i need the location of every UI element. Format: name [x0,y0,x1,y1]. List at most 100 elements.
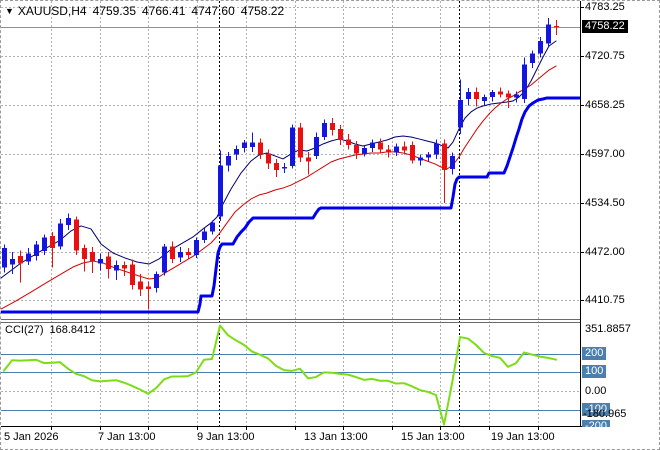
cci-pane[interactable] [1,324,580,426]
ma-fast-line [1,40,557,279]
price-axis-label: 4783.25 [585,1,625,13]
cci-zero-label: 0.00 [585,385,607,397]
high-value: 4766.41 [142,4,186,18]
candle-body-bear [306,157,311,162]
candle-body-bull [178,251,183,258]
candle-body-bull [426,154,431,158]
candle-body-bull [538,41,543,54]
candle-body-bull [66,218,71,226]
candle-body-bear [554,25,559,27]
candle-body-bear [266,153,271,164]
time-axis-label: 7 Jan 13:00 [98,431,156,443]
candle-body-bear [442,143,447,171]
pane-borders [1,1,586,430]
cci-level-badge: -100 [582,403,611,416]
candle-body-bear [106,256,111,270]
price-axis-label: 4720.75 [585,50,625,62]
price-axis-label: 4658.25 [585,99,625,111]
candles [2,18,559,310]
time-axis-label: 19 Jan 13:00 [491,431,555,443]
grid-lines [1,1,580,426]
time-axis-label: 13 Jan 13:00 [304,431,368,443]
candle-body-bull [34,244,39,256]
candle-body-bull [530,53,535,64]
candle-body-bear [410,144,415,161]
candle-body-bull [314,136,319,156]
candle-body-bull [466,92,471,100]
cci-level-badge: 200 [582,347,607,360]
price-axis-label: 4597.00 [585,148,625,160]
candle-body-bear [402,146,407,151]
candle-body-bear [258,142,263,155]
candle-body-bear [170,246,175,259]
time-axis-label: 9 Jan 13:00 [197,431,255,443]
candle-body-bear [122,265,127,269]
candle-body-bull [226,155,231,166]
candle-body-bull [218,165,223,217]
candle-body-bull [202,231,207,241]
symbol-dropdown-icon[interactable]: ▼ [5,6,14,16]
candle-body-bull [450,155,455,170]
time-axis-label: 5 Jan 2026 [4,431,59,443]
candle-body-bear [386,149,391,153]
candle-body-bear [378,142,383,150]
candle-body-bull [546,24,551,44]
candle-body-bull [242,142,247,148]
candle-body-bull [458,100,463,128]
candle-body-bear [82,247,87,259]
candle-body-bull [418,157,423,161]
cci-max-label: 351.8857 [585,323,631,335]
candle-body-bull [282,166,287,169]
candle-body-bear [130,264,135,285]
candle-body-bull [2,247,7,268]
candle-body-bear [138,281,143,290]
candle-body-bear [18,255,23,264]
candle-body-bear [74,219,79,251]
indicator-value-label: 168.8412 [49,324,96,336]
cci-min-label: -180.965 [583,408,627,420]
candle-body-bull [490,92,495,97]
candle-body-bear [186,251,191,255]
candle-body-bull [10,258,15,265]
candle-body-bull [250,142,255,148]
cci-line [2,324,558,426]
candle-body-bear [338,129,343,141]
candle-body-bear [90,251,95,262]
candle-body-bull [98,258,103,264]
candle-body-bear [330,122,335,130]
chart-title-bar: ▼ XAUUSD,H4 4759.35 4766.41 4747.60 4758.22 [5,4,290,18]
price-axis-label: 4534.50 [585,197,625,209]
candle-body-bull [322,122,327,137]
candle-body-bull [514,94,519,98]
candle-body-bear [498,91,503,95]
candle-body-bull [370,142,375,148]
bid-price-badge: 4758.22 [582,20,628,33]
low-value: 4747.60 [191,4,235,18]
candle-body-bull [482,96,487,101]
candle-body-bear [274,162,279,171]
candle-body-bull [290,127,295,167]
candle-body-bull [522,64,527,100]
cci-clipped-level-badge: -200 [582,420,611,427]
candle-body-bull [394,146,399,153]
cci-level-badge: 100 [582,365,607,378]
candle-body-bull [58,223,63,247]
open-value: 4759.35 [92,4,136,18]
indicator-name-label: CCI(27) [5,324,44,336]
candle-body-bull [154,273,159,289]
support-step-line [1,96,580,314]
candle-body-bull [114,265,119,271]
candle-body-bull [210,222,215,232]
candle-body-bear [354,144,359,154]
symbol-timeframe-label: XAUUSD,H4 [17,4,87,18]
candle-body-bull [362,147,367,154]
candle-body-bull [194,240,199,255]
price-pane[interactable] [1,18,580,314]
candle-body-bull [162,246,167,273]
close-value: 4758.22 [240,4,285,18]
candle-body-bull [26,253,31,262]
candle-body-bear [50,236,55,248]
time-axis-label: 15 Jan 13:00 [401,431,465,443]
